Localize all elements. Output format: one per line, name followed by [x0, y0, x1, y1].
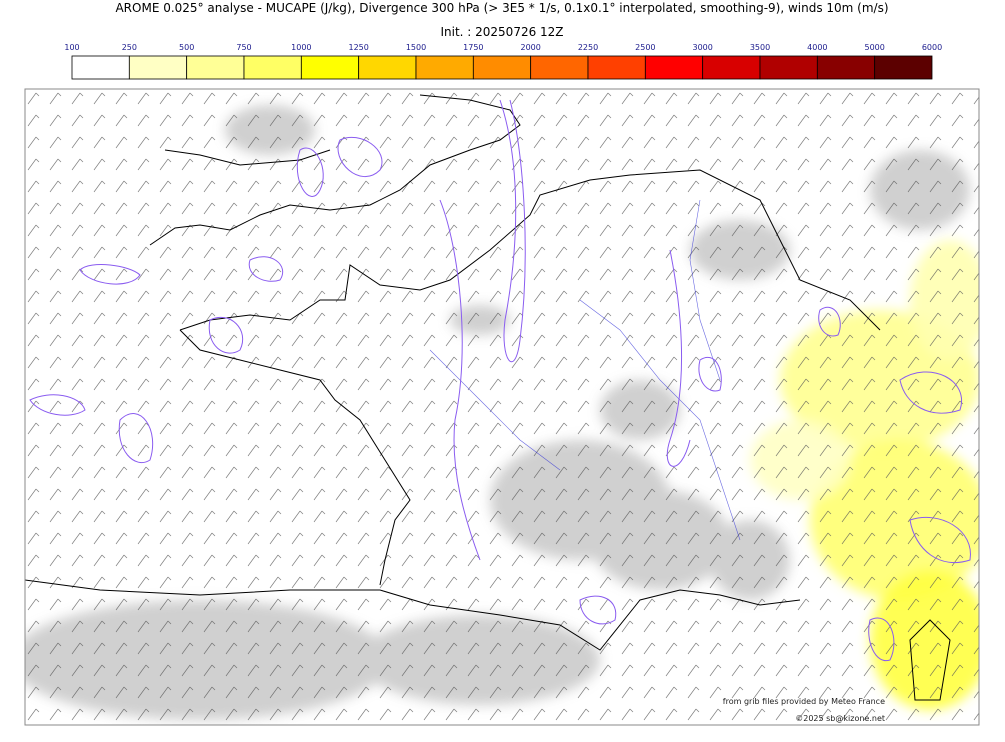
colorbar-box [759, 55, 818, 80]
colorbar-label: 100 [64, 43, 79, 52]
divergence-contours [29, 99, 971, 662]
borders-rivers [429, 199, 741, 541]
colorbar-label: 3000 [692, 43, 712, 52]
colorbar-label: 6000 [922, 43, 942, 52]
source-credit: from grib files provided by Meteo France [723, 697, 885, 706]
colorbar-box [702, 55, 761, 80]
colorbar-label: 1250 [348, 43, 368, 52]
colorbar-box [128, 55, 188, 80]
colorbar-label: 2250 [578, 43, 598, 52]
colorbar-label: 2000 [520, 43, 540, 52]
colorbar-label: 4000 [807, 43, 827, 52]
colorbar-box [472, 55, 532, 80]
colorbar-box [71, 55, 130, 80]
map: from grib files provided by Meteo France… [25, 89, 979, 725]
colorbar-label: 3500 [750, 43, 770, 52]
colorbar-box [358, 55, 417, 80]
map-title: AROME 0.025° analyse - MUCAPE (J/kg), Di… [115, 1, 888, 15]
init-time: Init. : 20250726 12Z [440, 25, 563, 39]
colorbar-box [243, 55, 302, 80]
colorbar-label: 250 [122, 43, 137, 52]
colorbar-label: 1000 [291, 43, 311, 52]
colorbar-label: 1750 [463, 43, 483, 52]
colorbar-box [816, 55, 876, 80]
coastlines [25, 94, 951, 701]
colorbar-box [644, 55, 704, 80]
colorbar-box [186, 55, 245, 80]
colorbar-box [300, 55, 360, 80]
colorbar-label: 1500 [406, 43, 426, 52]
copyright-credit: ©2025 sb@kizone.net [795, 714, 885, 723]
colorbar-box [874, 55, 933, 80]
map-frame [24, 88, 980, 726]
colorbar: 100 250 500 750 1000 1250 1500 1750 2000 2250 2500… [64, 43, 942, 80]
wind-barbs [25, 89, 979, 725]
colorbar-label: 500 [179, 43, 194, 52]
colorbar-box [415, 55, 474, 80]
colorbar-label: 750 [236, 43, 251, 52]
colorbar-box [587, 55, 646, 80]
colorbar-label: 5000 [864, 43, 884, 52]
colorbar-box [530, 55, 589, 80]
colorbar-label: 2500 [635, 43, 655, 52]
